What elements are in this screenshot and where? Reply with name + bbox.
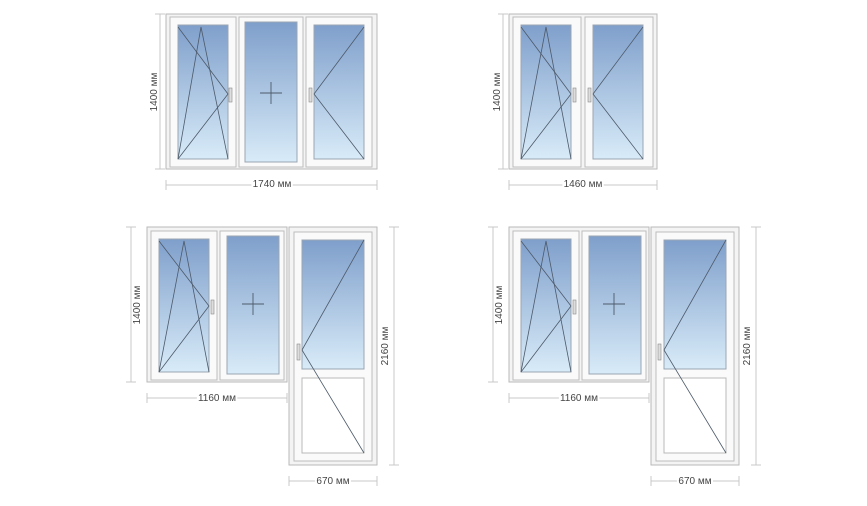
dimension-lines <box>126 226 399 486</box>
opening-lines <box>158 240 210 373</box>
width-label: 1740 мм <box>253 179 292 190</box>
opening-lines <box>158 240 210 373</box>
window-handle <box>587 87 592 103</box>
opening-lines <box>177 26 229 160</box>
opening-lines <box>663 239 727 454</box>
sash-tilt-turn-left <box>150 230 218 381</box>
glass-pane <box>158 238 210 373</box>
balcony-door-turn-right <box>288 226 378 466</box>
opening-lines <box>520 26 572 160</box>
sash-turn-right <box>584 16 654 168</box>
balcony-door-turn-left <box>650 226 740 466</box>
glass-pane <box>520 24 572 160</box>
window-handle <box>210 299 215 315</box>
sash-fixed <box>238 16 304 168</box>
door-height-label: 2160 мм <box>742 326 753 365</box>
width-label: 1460 мм <box>564 179 603 190</box>
door-handle <box>296 343 301 361</box>
opening-lines <box>520 26 572 160</box>
height-label: 1400 мм <box>132 285 143 324</box>
width-label: 1160 мм <box>198 393 236 404</box>
glass-pane <box>313 24 365 160</box>
door-glass-pane <box>301 239 365 370</box>
glass-pane <box>592 24 644 160</box>
window-handle <box>228 87 233 103</box>
height-label: 1400 мм <box>149 72 160 111</box>
sash-fixed <box>219 230 285 381</box>
sash-fixed <box>581 230 647 381</box>
door-height-label: 2160 мм <box>380 326 391 365</box>
height-label: 1400 мм <box>492 72 503 111</box>
opening-lines <box>301 239 365 454</box>
sash-tilt-turn-left <box>169 16 237 168</box>
sash-tilt-turn-left <box>512 230 580 381</box>
height-label: 1400 мм <box>494 285 505 324</box>
opening-lines <box>520 240 572 373</box>
door-glass-pane <box>663 239 727 370</box>
door-handle <box>657 343 662 361</box>
opening-lines <box>592 26 644 160</box>
dimension-lines <box>155 13 378 190</box>
window-handle <box>308 87 313 103</box>
door-width-label: 670 мм <box>316 476 349 487</box>
width-label: 1160 мм <box>560 393 598 404</box>
window-three-sash: 1400 мм 1740 мм <box>149 13 378 192</box>
opening-lines <box>313 26 365 160</box>
dimension-lines <box>488 226 761 486</box>
window-handle <box>572 87 577 103</box>
door-bottom-panel <box>663 377 727 454</box>
window-balcony-block-left: 1400 мм 1160 мм 2160 мм 670 мм <box>126 226 399 489</box>
opening-lines <box>520 240 572 373</box>
sash-tilt-turn-left <box>512 16 582 168</box>
window-balcony-block-right: 1400 мм 1160 мм 2160 мм 670 мм <box>488 226 761 489</box>
door-bottom-panel <box>301 377 365 454</box>
glass-pane <box>177 24 229 160</box>
glass-pane <box>520 238 572 373</box>
dimension-lines <box>498 13 658 190</box>
door-width-label: 670 мм <box>678 476 711 487</box>
opening-lines <box>177 26 229 160</box>
window-handle <box>572 299 577 315</box>
window-two-sash: 1400 мм 1460 мм <box>492 13 658 192</box>
glass-pane <box>588 235 642 375</box>
sash-turn-right <box>305 16 373 168</box>
